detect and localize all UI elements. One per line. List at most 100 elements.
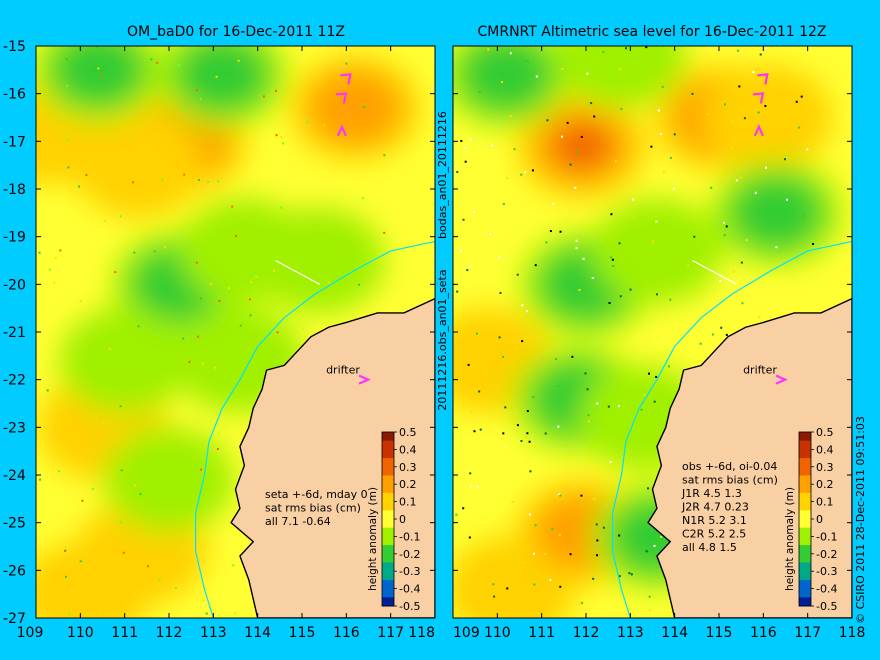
vertical-file-label: 20111216.obs_an01_seta bbox=[436, 269, 449, 410]
observation-point bbox=[803, 215, 806, 218]
observation-point bbox=[719, 280, 722, 283]
x-tick-label: 109 bbox=[453, 625, 480, 641]
colorbar-swatch bbox=[382, 527, 394, 537]
stats-line: C2R 5.2 2.5 bbox=[682, 528, 746, 541]
colorbar-tick-label: 0.1 bbox=[399, 496, 417, 509]
observation-point bbox=[775, 246, 778, 249]
observation-point bbox=[591, 277, 594, 280]
observation-point bbox=[520, 173, 523, 176]
colorbar-swatch bbox=[382, 562, 394, 572]
observation-point bbox=[361, 197, 364, 200]
x-tick-label: 114 bbox=[661, 625, 688, 641]
observation-point bbox=[584, 372, 587, 375]
observation-point bbox=[306, 121, 309, 124]
drifter-label: drifter bbox=[743, 364, 777, 377]
observation-point bbox=[460, 139, 463, 142]
observation-point bbox=[200, 468, 203, 471]
observation-point bbox=[466, 269, 469, 272]
observation-point bbox=[239, 324, 242, 327]
colorbar-swatch bbox=[382, 579, 394, 590]
x-tick-label: 115 bbox=[289, 625, 316, 641]
bathymetry-contour bbox=[195, 240, 435, 618]
observation-point bbox=[470, 366, 473, 369]
drifter-arrow bbox=[358, 374, 371, 385]
colorbar-tick-label: -0.5 bbox=[816, 600, 837, 613]
observation-point bbox=[158, 578, 161, 581]
observation-point bbox=[795, 100, 798, 103]
drifter-arrow bbox=[775, 374, 788, 385]
observation-point bbox=[741, 109, 744, 112]
x-tick-label: 110 bbox=[67, 625, 94, 641]
observation-point bbox=[590, 102, 593, 105]
observation-point bbox=[216, 447, 219, 450]
observation-point bbox=[640, 408, 643, 411]
observation-point bbox=[59, 249, 62, 252]
observation-point bbox=[752, 71, 755, 74]
observation-point bbox=[691, 92, 694, 95]
colorbar-swatch bbox=[799, 484, 811, 494]
observation-point bbox=[470, 410, 473, 413]
observation-point bbox=[64, 548, 67, 551]
observation-point bbox=[58, 470, 61, 473]
observation-point bbox=[456, 290, 459, 293]
observation-point bbox=[161, 284, 164, 287]
observation-point bbox=[743, 117, 746, 120]
left-panel-title: OM_baD0 for 16-Dec-2011 11Z bbox=[127, 24, 345, 40]
observation-point bbox=[735, 179, 738, 182]
drifter-arrow bbox=[757, 73, 769, 85]
observation-point bbox=[456, 171, 459, 174]
observation-point bbox=[134, 484, 137, 487]
observation-point bbox=[249, 314, 252, 317]
observation-point bbox=[806, 148, 809, 151]
colorbar-swatch bbox=[799, 492, 811, 503]
observation-point bbox=[629, 288, 632, 291]
anomaly-blob bbox=[176, 46, 269, 112]
observation-point bbox=[725, 333, 728, 336]
observation-point bbox=[659, 535, 662, 538]
observation-point bbox=[798, 126, 801, 129]
colorbar-swatch bbox=[799, 458, 811, 468]
observation-point bbox=[498, 336, 501, 339]
observation-point bbox=[509, 52, 512, 55]
observation-point bbox=[209, 283, 212, 286]
observation-point bbox=[592, 577, 595, 580]
observation-point bbox=[696, 291, 699, 294]
stats-line: all 7.1 -0.64 bbox=[265, 515, 331, 528]
observation-point bbox=[53, 281, 56, 284]
observation-point bbox=[195, 329, 198, 332]
observation-point bbox=[699, 342, 702, 345]
observation-point bbox=[596, 402, 599, 405]
observation-point bbox=[276, 331, 279, 334]
observation-point bbox=[730, 146, 733, 149]
observation-point bbox=[513, 148, 516, 151]
observation-point bbox=[498, 256, 501, 259]
observation-point bbox=[648, 595, 651, 598]
colorbar-tick-label: -0.4 bbox=[816, 583, 837, 596]
y-tick-label: -23 bbox=[3, 420, 26, 436]
observation-point bbox=[97, 609, 100, 612]
observation-point bbox=[255, 275, 258, 278]
x-tick-label: 117 bbox=[377, 625, 404, 641]
colorbar-swatch bbox=[799, 571, 811, 581]
x-tick-label: 112 bbox=[573, 625, 600, 641]
stats-line: all 4.8 1.5 bbox=[682, 541, 737, 554]
observation-point bbox=[108, 347, 111, 350]
observation-point bbox=[475, 332, 478, 335]
colorbar-tick-label: 0 bbox=[399, 513, 406, 526]
observation-point bbox=[119, 215, 122, 218]
observation-point bbox=[673, 187, 676, 190]
colorbar-swatch bbox=[382, 432, 394, 442]
observation-point bbox=[214, 366, 217, 369]
colorbar-tick-label: 0.3 bbox=[399, 461, 417, 474]
colorbar-tick-label: -0.1 bbox=[816, 530, 837, 543]
observation-point bbox=[499, 291, 502, 294]
observation-point bbox=[650, 145, 653, 148]
observation-point bbox=[345, 62, 348, 65]
observation-point bbox=[657, 109, 660, 112]
observation-point bbox=[478, 390, 481, 393]
colorbar-tick-label: -0.2 bbox=[816, 548, 837, 561]
x-tick-label: 112 bbox=[156, 625, 183, 641]
observation-point bbox=[618, 575, 621, 578]
observation-point bbox=[38, 251, 41, 254]
observation-point bbox=[551, 528, 554, 531]
